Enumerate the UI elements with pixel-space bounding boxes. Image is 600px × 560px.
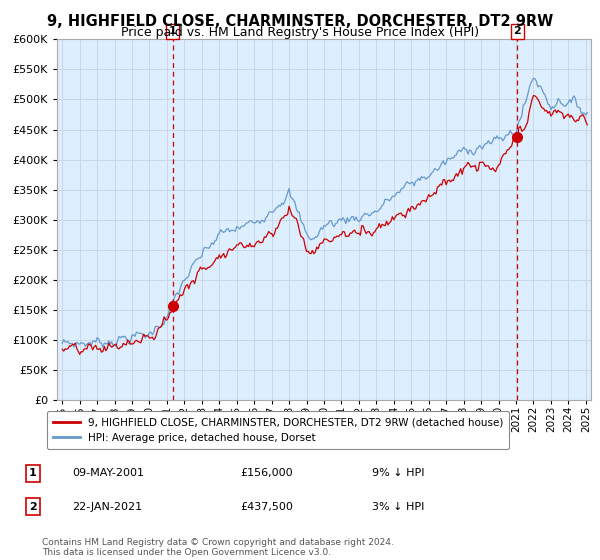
Text: 3% ↓ HPI: 3% ↓ HPI: [372, 502, 424, 512]
Text: 1: 1: [169, 26, 176, 36]
Text: 09-MAY-2001: 09-MAY-2001: [72, 468, 144, 478]
Text: 1: 1: [29, 468, 37, 478]
Text: Price paid vs. HM Land Registry's House Price Index (HPI): Price paid vs. HM Land Registry's House …: [121, 26, 479, 39]
Text: 2: 2: [514, 26, 521, 36]
Text: £437,500: £437,500: [240, 502, 293, 512]
Text: 9% ↓ HPI: 9% ↓ HPI: [372, 468, 425, 478]
Text: 2: 2: [29, 502, 37, 512]
Text: Contains HM Land Registry data © Crown copyright and database right 2024.
This d: Contains HM Land Registry data © Crown c…: [42, 538, 394, 557]
Text: 22-JAN-2021: 22-JAN-2021: [72, 502, 142, 512]
Text: £156,000: £156,000: [240, 468, 293, 478]
Text: 9, HIGHFIELD CLOSE, CHARMINSTER, DORCHESTER, DT2 9RW: 9, HIGHFIELD CLOSE, CHARMINSTER, DORCHES…: [47, 14, 553, 29]
Legend: 9, HIGHFIELD CLOSE, CHARMINSTER, DORCHESTER, DT2 9RW (detached house), HPI: Aver: 9, HIGHFIELD CLOSE, CHARMINSTER, DORCHES…: [47, 411, 509, 449]
